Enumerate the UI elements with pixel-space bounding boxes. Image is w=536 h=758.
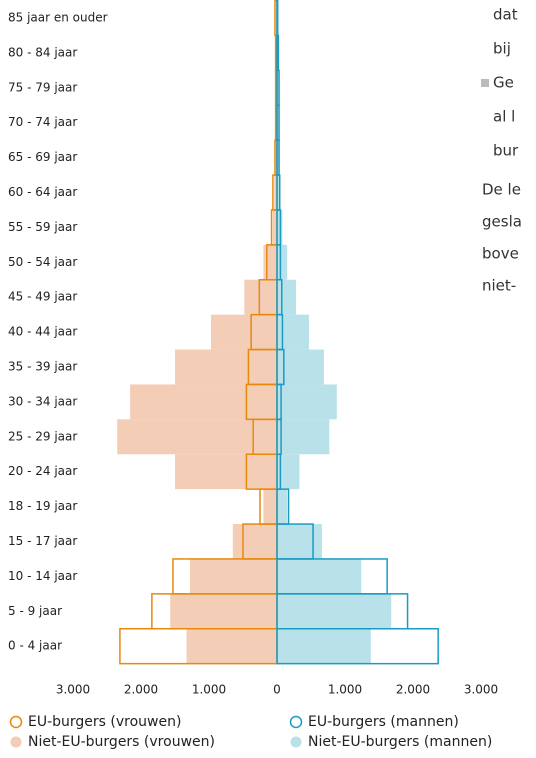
y-tick-label: 15 - 17 jaar (8, 534, 77, 548)
bar (277, 419, 330, 455)
y-tick-label: 55 - 59 jaar (8, 220, 77, 234)
y-tick-label: 35 - 39 jaar (8, 360, 77, 374)
legend-marker (289, 715, 303, 729)
bar (211, 314, 277, 350)
legend-marker (10, 736, 22, 748)
side-text: niet- (482, 277, 516, 295)
y-tick-label: 25 - 29 jaar (8, 429, 77, 443)
bar (277, 105, 280, 141)
y-tick-label: 60 - 64 jaar (8, 185, 77, 199)
x-tick-label: 2.000 (396, 683, 430, 697)
legend-marker (290, 736, 302, 748)
bar (272, 209, 277, 245)
y-tick-label: 70 - 74 jaar (8, 115, 77, 129)
y-tick-label: 30 - 34 jaar (8, 394, 77, 408)
y-tick-label: 5 - 9 jaar (8, 604, 62, 618)
y-tick-label: 80 - 84 jaar (8, 45, 77, 59)
x-tick-label: 3.000 (464, 683, 498, 697)
bar (274, 175, 277, 210)
bar (277, 454, 300, 490)
bar (276, 34, 280, 72)
side-text: gesla (482, 213, 522, 231)
y-tick-label: 85 jaar en ouder (8, 11, 108, 25)
bar (263, 244, 277, 280)
bar (130, 384, 277, 420)
bar (277, 593, 392, 629)
side-text: De le (482, 181, 521, 199)
bar (277, 175, 281, 210)
bar (277, 628, 371, 664)
bar (277, 489, 288, 525)
bar (277, 349, 324, 385)
bar (186, 628, 277, 664)
bar (263, 489, 277, 525)
bar (244, 279, 277, 315)
y-tick-label: 0 - 4 jaar (8, 639, 62, 653)
legend-label: Niet-EU-burgers (mannen) (308, 734, 492, 750)
y-tick-label: 20 - 24 jaar (8, 464, 77, 478)
bar (276, 0, 279, 37)
legend-label: EU-burgers (vrouwen) (28, 714, 181, 730)
bullet (481, 79, 489, 87)
bar (277, 558, 362, 594)
bar (277, 524, 322, 559)
legend-label: Niet-EU-burgers (vrouwen) (28, 734, 215, 750)
bar (175, 454, 277, 490)
side-text: dat (493, 6, 518, 24)
side-text: al l (493, 108, 515, 126)
legend-label: EU-burgers (mannen) (308, 714, 459, 730)
bar (277, 279, 297, 315)
legend-marker (9, 715, 23, 729)
x-tick-label: 2.000 (124, 683, 158, 697)
x-tick-label: 0 (273, 683, 281, 697)
bar (277, 244, 288, 280)
y-tick-label: 50 - 54 jaar (8, 255, 77, 269)
y-tick-label: 75 - 79 jaar (8, 80, 77, 94)
bar (277, 70, 280, 106)
bar (170, 593, 277, 629)
y-tick-label: 65 - 69 jaar (8, 150, 77, 164)
bar (175, 349, 277, 385)
side-text: bove (482, 245, 519, 263)
y-tick-label: 18 - 19 jaar (8, 499, 77, 513)
x-tick-label: 3.000 (56, 683, 90, 697)
bar (117, 419, 277, 455)
bar (189, 558, 277, 594)
side-text: bij (493, 40, 511, 58)
bar (232, 524, 277, 559)
y-tick-label: 45 - 49 jaar (8, 290, 77, 304)
y-tick-label: 10 - 14 jaar (8, 569, 77, 583)
side-text: Ge (493, 74, 514, 92)
y-tick-label: 40 - 44 jaar (8, 325, 77, 339)
x-tick-label: 1.000 (328, 683, 362, 697)
bar (277, 384, 337, 420)
x-tick-label: 1.000 (192, 683, 226, 697)
bar (276, 628, 439, 665)
side-text: bur (493, 142, 519, 160)
